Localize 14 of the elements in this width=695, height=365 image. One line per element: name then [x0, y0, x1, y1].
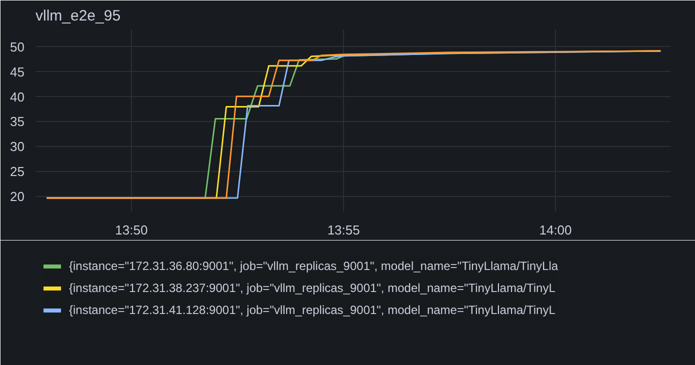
y-tick-label: 20 [10, 189, 25, 204]
y-tick-label: 45 [10, 64, 25, 80]
legend-label: {instance="172.31.38.237:9001", job="vllm_replicas_9001", model_name="TinyLlama/TinyL [69, 280, 556, 296]
y-tick-label: 35 [10, 114, 25, 130]
chart-title: vllm_e2e_95 [36, 8, 121, 24]
y-tick-label: 25 [10, 164, 25, 180]
y-tick-label: 50 [10, 39, 25, 54]
y-tick-label: 30 [10, 139, 25, 154]
y-tick-label: 40 [10, 89, 25, 104]
x-tick-label: 13:55 [327, 222, 360, 238]
legend-label: {instance="172.31.41.128:9001", job="vllm_replicas_9001", model_name="TinyLlama/TinyL [69, 302, 556, 318]
x-tick-label: 14:00 [539, 222, 572, 238]
x-tick-label: 13:50 [115, 222, 148, 238]
legend-label: {instance="172.31.36.80:9001", job="vllm_replicas_9001", model_name="TinyLlama/TinyLla [69, 258, 558, 274]
